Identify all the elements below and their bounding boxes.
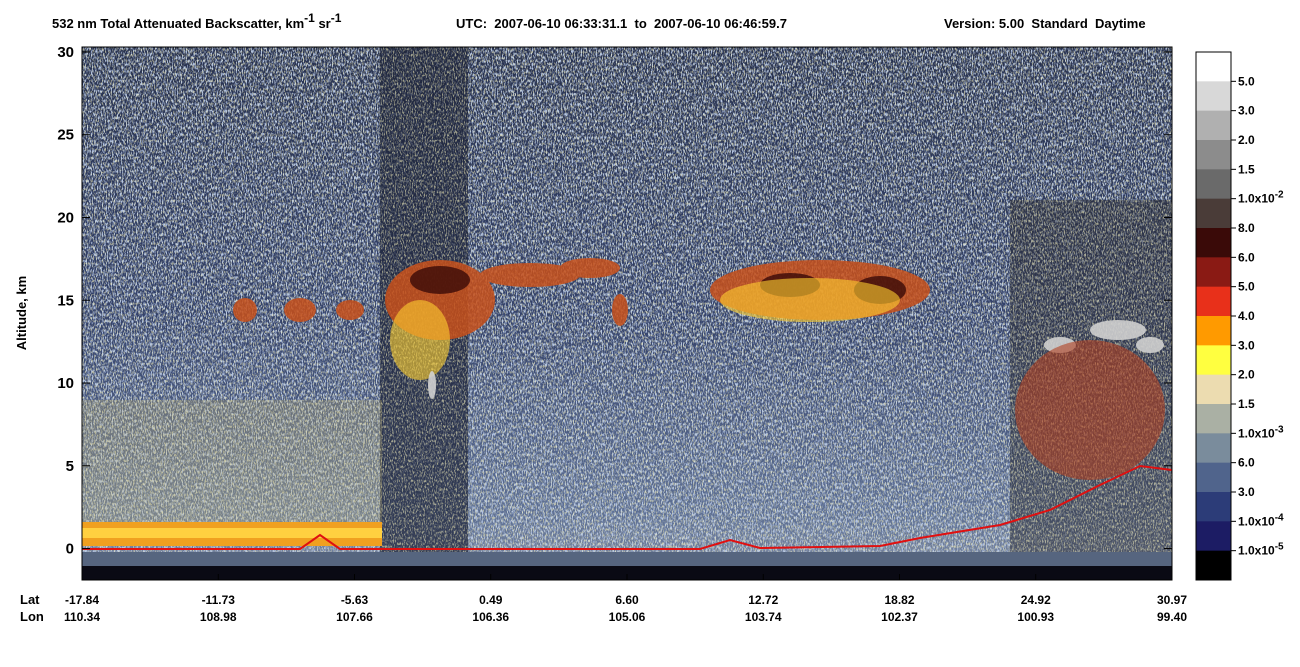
colorbar-label: 4.0 [1238, 309, 1255, 323]
colorbar-label-exp: -4 [1275, 512, 1284, 523]
y-tick-label: 20 [57, 209, 74, 226]
colorbar-bin [1196, 81, 1231, 112]
y-tick-label: 30 [57, 44, 74, 61]
colorbar-label: 6.0 [1238, 250, 1255, 264]
x-tick-label: 107.66 [336, 610, 373, 624]
colorbar-bin [1196, 169, 1231, 200]
x-tick-label: 6.60 [615, 593, 639, 607]
colorbar-label: 1.0x10-3 [1238, 424, 1284, 440]
y-tick-label: 25 [57, 127, 74, 144]
colorbar-label-text: 1.0x10 [1238, 192, 1275, 206]
x-row-label: Lon [20, 609, 44, 624]
x-tick-label: 105.06 [609, 610, 646, 624]
colorbar-bin [1196, 316, 1231, 346]
colorbar-label-text: 1.0x10 [1238, 544, 1275, 558]
colorbar-label: 5.0 [1238, 280, 1255, 294]
colorbar-label: 1.5 [1238, 397, 1255, 411]
colorbar-label-text: 3.0 [1238, 485, 1255, 499]
colorbar-bin [1196, 433, 1231, 464]
x-tick-label: 24.92 [1021, 593, 1051, 607]
title: 532 nm Total Attenuated Backscatter, km-… [52, 11, 342, 31]
colorbar-bin [1196, 228, 1231, 258]
colorbar: 5.03.02.01.51.0x10-28.06.05.04.03.02.01.… [1196, 52, 1284, 581]
colorbar-label-text: 2.0 [1238, 133, 1255, 147]
colorbar-label-text: 1.5 [1238, 397, 1255, 411]
x-row-label: Lat [20, 592, 40, 607]
x-tick-label: -17.84 [65, 593, 99, 607]
y-tick-label: 0 [66, 541, 74, 558]
colorbar-label-text: 5.0 [1238, 74, 1255, 88]
colorbar-label-text: 6.0 [1238, 250, 1255, 264]
y-tick-label: 15 [57, 292, 74, 309]
colorbar-label-exp: -2 [1275, 190, 1284, 201]
colorbar-label: 6.0 [1238, 456, 1255, 470]
y-tick-label: 5 [66, 458, 74, 475]
colorbar-bin [1196, 52, 1231, 82]
colorbar-bin [1196, 198, 1231, 229]
x-tick-label: 110.34 [64, 610, 100, 624]
colorbar-bin [1196, 140, 1231, 170]
colorbar-label: 3.0 [1238, 485, 1255, 499]
colorbar-label-text: 1.5 [1238, 162, 1255, 176]
x-tick-label: 0.49 [479, 593, 503, 607]
colorbar-bin [1196, 286, 1231, 317]
x-tick-label: 18.82 [884, 593, 914, 607]
colorbar-label: 1.0x10-4 [1238, 512, 1284, 528]
colorbar-label: 3.0 [1238, 338, 1255, 352]
colorbar-bin [1196, 404, 1231, 434]
colorbar-label-text: 3.0 [1238, 338, 1255, 352]
title-exp: -1 [304, 11, 315, 25]
backscatter-image [82, 47, 1172, 580]
colorbar-label: 2.0 [1238, 133, 1255, 147]
colorbar-bin [1196, 550, 1231, 581]
x-tick-label: -11.73 [202, 593, 236, 607]
colorbar-label-text: 8.0 [1238, 221, 1255, 235]
colorbar-bin [1196, 492, 1231, 522]
title-utc: UTC: 2007-06-10 06:33:31.1 to 2007-06-10… [456, 16, 787, 31]
colorbar-label-text: 1.0x10 [1238, 426, 1275, 440]
colorbar-bin [1196, 462, 1231, 493]
colorbar-label: 1.0x10-5 [1238, 542, 1284, 558]
x-tick-label: 100.93 [1017, 610, 1054, 624]
colorbar-label-text: 1.0x10 [1238, 514, 1275, 528]
y-axis-label: Altitude, km [14, 276, 29, 350]
x-tick-label: 12.72 [748, 593, 778, 607]
y-tick-label: 10 [57, 375, 74, 392]
colorbar-label-text: 3.0 [1238, 104, 1255, 118]
colorbar-bin [1196, 345, 1231, 376]
colorbar-label: 3.0 [1238, 104, 1255, 118]
x-tick-label: 103.74 [745, 610, 782, 624]
x-tick-label: 99.40 [1157, 610, 1187, 624]
colorbar-label-exp: -5 [1275, 542, 1284, 553]
colorbar-label-text: 4.0 [1238, 309, 1255, 323]
x-tick-label: 106.36 [472, 610, 509, 624]
colorbar-bin [1196, 374, 1231, 405]
colorbar-label: 1.5 [1238, 162, 1255, 176]
colorbar-label-text: 2.0 [1238, 368, 1255, 382]
colorbar-label-text: 6.0 [1238, 456, 1255, 470]
x-tick-label: 30.97 [1157, 593, 1187, 607]
title-version: Version: 5.00 Standard Daytime [944, 16, 1146, 31]
colorbar-bin [1196, 110, 1231, 141]
colorbar-label: 8.0 [1238, 221, 1255, 235]
title-exp: -1 [331, 11, 342, 25]
x-tick-label: 108.98 [200, 610, 237, 624]
title-main: 532 nm Total Attenuated Backscatter, km [52, 16, 304, 31]
colorbar-label-exp: -3 [1275, 424, 1284, 435]
colorbar-label: 1.0x10-2 [1238, 190, 1284, 206]
colorbar-bin [1196, 257, 1231, 288]
title-unit: sr [315, 16, 331, 31]
x-tick-label: -5.63 [341, 593, 369, 607]
colorbar-label: 2.0 [1238, 368, 1255, 382]
colorbar-label-text: 5.0 [1238, 280, 1255, 294]
colorbar-bin [1196, 521, 1231, 552]
colorbar-frame [1195, 51, 1232, 581]
colorbar-label: 5.0 [1238, 74, 1255, 88]
x-tick-label: 102.37 [881, 610, 918, 624]
